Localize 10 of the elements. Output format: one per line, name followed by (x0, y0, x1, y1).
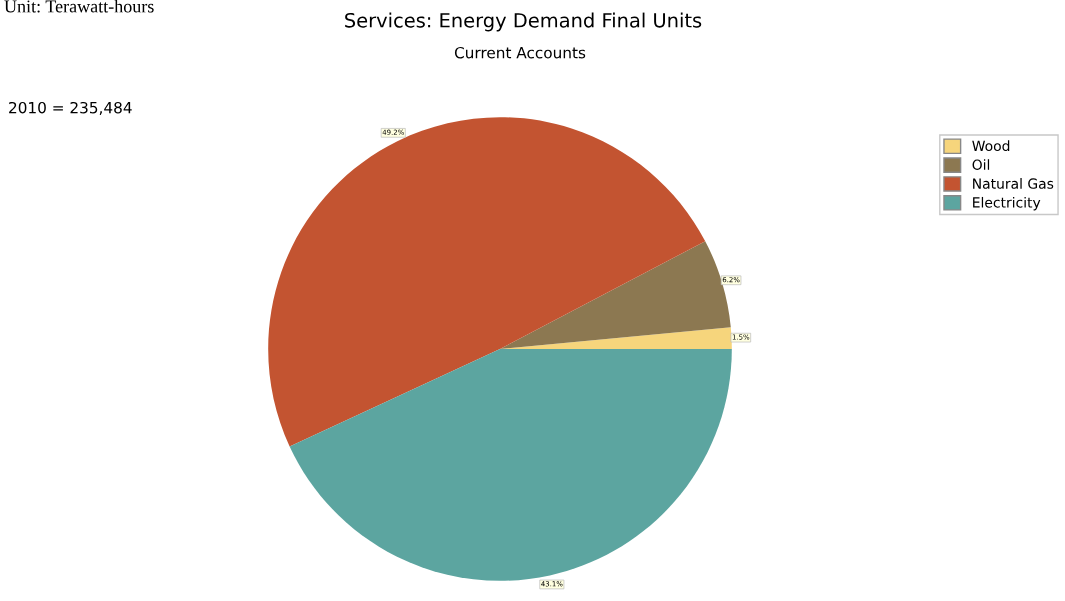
legend-label: Wood (972, 140, 1010, 152)
pie-slice (268, 117, 706, 447)
chart-subtitle: Current Accounts (454, 46, 586, 59)
pie-slice (289, 348, 732, 581)
legend-label: Natural Gas (973, 178, 1054, 189)
legend-label: Electricity (973, 196, 1041, 211)
chart-title: Services: Energy Demand Final Units (345, 12, 702, 32)
text: Unit: Terawatt-hours (4, 0, 154, 13)
legend-label: Oil (972, 159, 990, 170)
text: 2010 = 235,484 (9, 101, 132, 115)
